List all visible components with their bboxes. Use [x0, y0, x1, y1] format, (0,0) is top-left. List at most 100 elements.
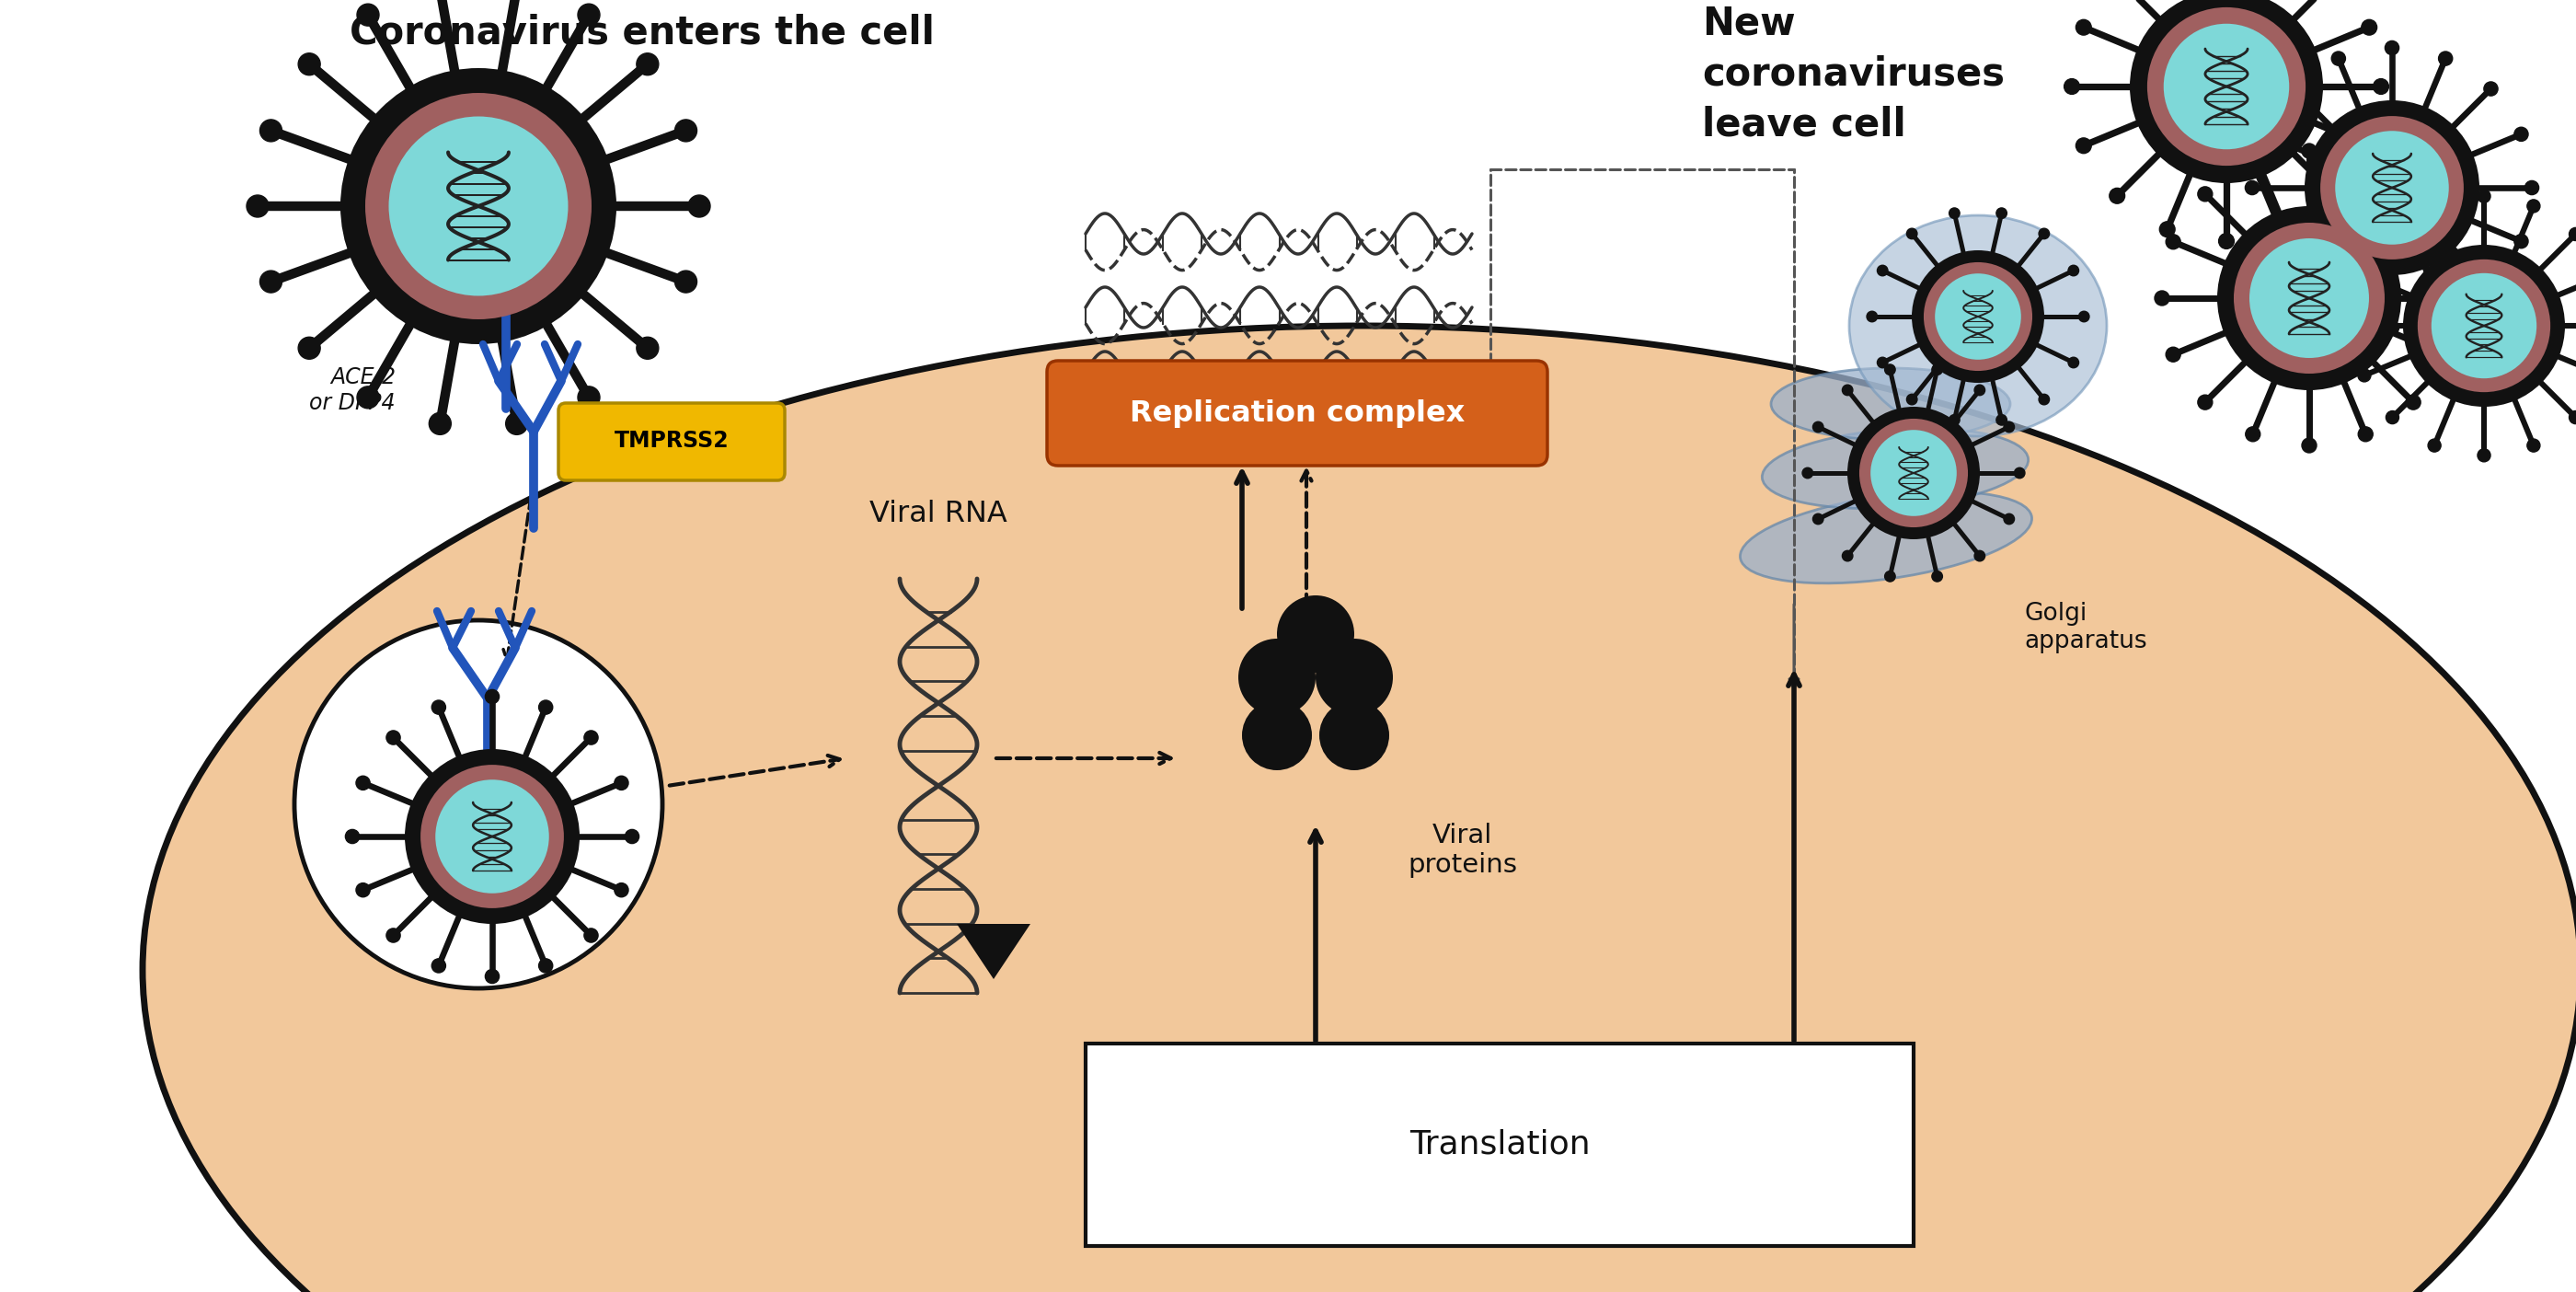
Circle shape [2004, 421, 2014, 433]
Circle shape [2514, 127, 2527, 141]
Circle shape [484, 969, 500, 983]
Circle shape [1868, 311, 1878, 322]
Text: Coronavirus enters the cell: Coronavirus enters the cell [350, 13, 935, 52]
Circle shape [2038, 394, 2050, 404]
Circle shape [1996, 415, 2007, 425]
Circle shape [538, 959, 554, 973]
FancyBboxPatch shape [559, 403, 786, 481]
FancyBboxPatch shape [1084, 1044, 1914, 1245]
Circle shape [1906, 229, 1917, 239]
Circle shape [433, 959, 446, 973]
Circle shape [420, 765, 564, 908]
Circle shape [636, 53, 659, 75]
Circle shape [1973, 550, 1986, 561]
Circle shape [626, 829, 639, 844]
Ellipse shape [1772, 368, 2009, 439]
Circle shape [2357, 426, 2372, 442]
Circle shape [1242, 700, 1311, 770]
Circle shape [2257, 127, 2269, 141]
Circle shape [2450, 291, 2463, 305]
Circle shape [358, 386, 379, 408]
Circle shape [2257, 234, 2269, 248]
Circle shape [2079, 311, 2089, 322]
Circle shape [2303, 143, 2316, 159]
Circle shape [2385, 320, 2398, 335]
Circle shape [2385, 411, 2398, 424]
Circle shape [2527, 439, 2540, 452]
Circle shape [2514, 234, 2527, 248]
Circle shape [1847, 407, 1981, 539]
Circle shape [2249, 238, 2370, 358]
Circle shape [585, 929, 598, 942]
Circle shape [260, 270, 281, 293]
Circle shape [2159, 222, 2174, 236]
Circle shape [2246, 426, 2259, 442]
Circle shape [2432, 273, 2537, 379]
Circle shape [2478, 190, 2491, 203]
Text: Viral RNA: Viral RNA [871, 500, 1007, 528]
Circle shape [2063, 79, 2079, 94]
Circle shape [2069, 265, 2079, 276]
Circle shape [577, 386, 600, 408]
Circle shape [2004, 514, 2014, 525]
Circle shape [2406, 186, 2421, 202]
Circle shape [2429, 439, 2442, 452]
Circle shape [2403, 244, 2566, 407]
Circle shape [1814, 514, 1824, 525]
Circle shape [2285, 81, 2300, 96]
Circle shape [2439, 310, 2452, 324]
Circle shape [2303, 438, 2316, 452]
Circle shape [2014, 468, 2025, 478]
Circle shape [577, 4, 600, 26]
Circle shape [2372, 79, 2388, 94]
Circle shape [538, 700, 554, 714]
Circle shape [585, 730, 598, 744]
Circle shape [294, 620, 662, 988]
Circle shape [1842, 385, 1852, 395]
Circle shape [433, 700, 446, 714]
Circle shape [299, 337, 319, 359]
Circle shape [2385, 227, 2398, 240]
Circle shape [2130, 0, 2324, 183]
Circle shape [366, 93, 592, 319]
Circle shape [484, 690, 500, 704]
Circle shape [2154, 291, 2169, 305]
Circle shape [2277, 222, 2293, 236]
Circle shape [1886, 364, 1896, 375]
Circle shape [386, 929, 399, 942]
Circle shape [1906, 394, 1917, 404]
Circle shape [2076, 19, 2092, 35]
Circle shape [2246, 155, 2259, 169]
Circle shape [435, 779, 549, 893]
Circle shape [358, 4, 379, 26]
Circle shape [1878, 358, 1888, 368]
Circle shape [1860, 419, 1968, 527]
Circle shape [2166, 348, 2179, 362]
Circle shape [340, 68, 616, 344]
Ellipse shape [142, 326, 2576, 1292]
Circle shape [404, 749, 580, 924]
Circle shape [1278, 596, 1355, 673]
Circle shape [2362, 19, 2378, 35]
Circle shape [2419, 260, 2550, 393]
Circle shape [2568, 411, 2576, 424]
Text: Replication complex: Replication complex [1131, 399, 1466, 428]
Circle shape [1316, 638, 1394, 716]
Circle shape [2166, 234, 2179, 249]
Circle shape [2285, 279, 2300, 293]
Circle shape [688, 195, 711, 217]
Circle shape [430, 412, 451, 434]
Circle shape [389, 116, 569, 296]
Ellipse shape [1741, 491, 2032, 583]
Circle shape [247, 195, 268, 217]
Circle shape [2331, 310, 2347, 324]
Ellipse shape [1762, 428, 2027, 509]
Circle shape [1996, 208, 2007, 218]
Circle shape [2233, 222, 2385, 373]
Circle shape [1319, 700, 1388, 770]
Circle shape [2478, 448, 2491, 461]
Circle shape [2218, 207, 2401, 390]
Circle shape [1814, 421, 1824, 433]
Circle shape [386, 730, 399, 744]
Text: Viral
proteins: Viral proteins [1406, 823, 1517, 879]
